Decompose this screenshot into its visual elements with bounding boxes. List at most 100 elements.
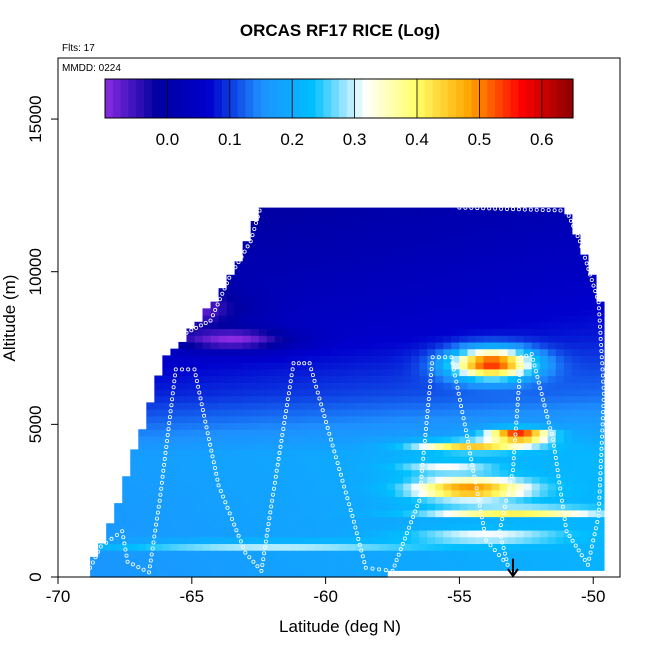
heatmap-cell: [451, 449, 461, 457]
heatmap-cell: [515, 523, 525, 531]
heatmap-cell: [411, 529, 420, 538]
heatmap-cell: [523, 241, 533, 249]
track-point: [203, 320, 208, 325]
track-point: [252, 226, 257, 231]
heatmap-cell: [314, 489, 324, 498]
heatmap-cell: [435, 227, 444, 236]
track-point: [337, 202, 342, 207]
heatmap-cell: [411, 261, 420, 269]
track-point: [600, 373, 605, 378]
heatmap-cell: [290, 247, 300, 256]
heatmap-cell: [242, 415, 252, 424]
heatmap-cell: [451, 388, 461, 397]
heatmap-cell: [178, 348, 188, 356]
heatmap-cell: [339, 550, 348, 558]
heatmap-cell: [571, 415, 581, 424]
heatmap-cell: [306, 301, 316, 309]
colorbar-segment: [198, 79, 207, 118]
heatmap-cell: [218, 529, 228, 538]
heatmap-cell: [210, 402, 220, 410]
heatmap-cell: [371, 375, 380, 383]
heatmap-cell: [507, 536, 517, 545]
heatmap-cell: [347, 570, 356, 578]
heatmap-cell: [507, 382, 517, 390]
heatmap-cell: [218, 362, 228, 370]
track-point: [290, 367, 295, 372]
track-point: [162, 456, 167, 461]
heatmap-cell: [483, 221, 493, 229]
heatmap-cell: [515, 435, 525, 444]
heatmap-cell: [290, 362, 300, 370]
heatmap-cell: [523, 550, 533, 558]
heatmap-cell: [194, 482, 204, 491]
heatmap-cell: [218, 449, 228, 457]
heatmap-cell: [571, 563, 581, 571]
heatmap-cell: [250, 328, 260, 336]
heatmap-cell: [290, 529, 300, 538]
heatmap-cell: [555, 449, 565, 457]
heatmap-cell: [242, 462, 252, 471]
heatmap-cell: [250, 415, 260, 424]
heatmap-cell: [130, 529, 139, 538]
track-point: [202, 413, 207, 418]
track-point: [173, 330, 178, 335]
heatmap-cell: [523, 328, 533, 336]
heatmap-cell: [491, 227, 501, 236]
heatmap-cell: [154, 509, 163, 518]
heatmap-cell: [154, 395, 163, 403]
heatmap-cell: [218, 321, 228, 330]
heatmap-cell: [483, 415, 493, 424]
heatmap-cell: [146, 476, 155, 484]
heatmap-cell: [210, 529, 220, 538]
heatmap-cell: [563, 523, 573, 531]
heatmap-cell: [371, 442, 380, 450]
track-point: [541, 397, 546, 402]
heatmap-cell: [226, 469, 236, 477]
heatmap-cell: [282, 482, 292, 491]
heatmap-cell: [387, 308, 396, 316]
heatmap-cell: [395, 469, 404, 477]
heatmap-cell: [595, 422, 605, 430]
heatmap-cell: [579, 536, 589, 545]
heatmap-cell: [483, 247, 493, 256]
heatmap-cell: [539, 435, 549, 444]
heatmap-cell: [226, 422, 236, 430]
heatmap-cell: [218, 382, 228, 390]
heatmap-cell: [579, 274, 589, 283]
track-point: [509, 474, 514, 479]
heatmap-cell: [379, 523, 388, 531]
heatmap-cell: [579, 469, 589, 477]
track-point: [451, 367, 456, 372]
heatmap-cell: [539, 355, 549, 363]
heatmap-cell: [419, 415, 428, 424]
heatmap-cell: [282, 335, 292, 343]
heatmap-cell: [170, 456, 180, 464]
heatmap-cell: [563, 388, 573, 397]
heatmap-cell: [499, 241, 509, 249]
colorbar-segment: [229, 79, 239, 118]
heatmap-cell: [395, 462, 404, 471]
heatmap-cell: [322, 409, 332, 417]
heatmap-cell: [242, 388, 252, 397]
heatmap-cell: [258, 550, 268, 558]
heatmap-cell: [186, 422, 196, 430]
heatmap-cell: [379, 482, 388, 491]
heatmap-cell: [523, 435, 533, 444]
track-point: [170, 391, 175, 396]
heatmap-cell: [403, 368, 412, 377]
track-point: [581, 250, 586, 255]
track-point: [418, 486, 423, 491]
heatmap-cell: [290, 509, 300, 518]
heatmap-cell: [306, 214, 316, 222]
heatmap-cell: [242, 301, 252, 309]
heatmap-cell: [363, 382, 372, 390]
heatmap-cell: [274, 395, 284, 403]
heatmap-cell: [234, 261, 244, 269]
heatmap-cell: [507, 268, 517, 276]
heatmap-cell: [403, 409, 412, 417]
heatmap-cell: [322, 388, 332, 397]
heatmap-cell: [274, 550, 284, 558]
heatmap-cell: [443, 294, 452, 303]
track-point: [575, 234, 580, 239]
heatmap-cell: [186, 543, 196, 551]
